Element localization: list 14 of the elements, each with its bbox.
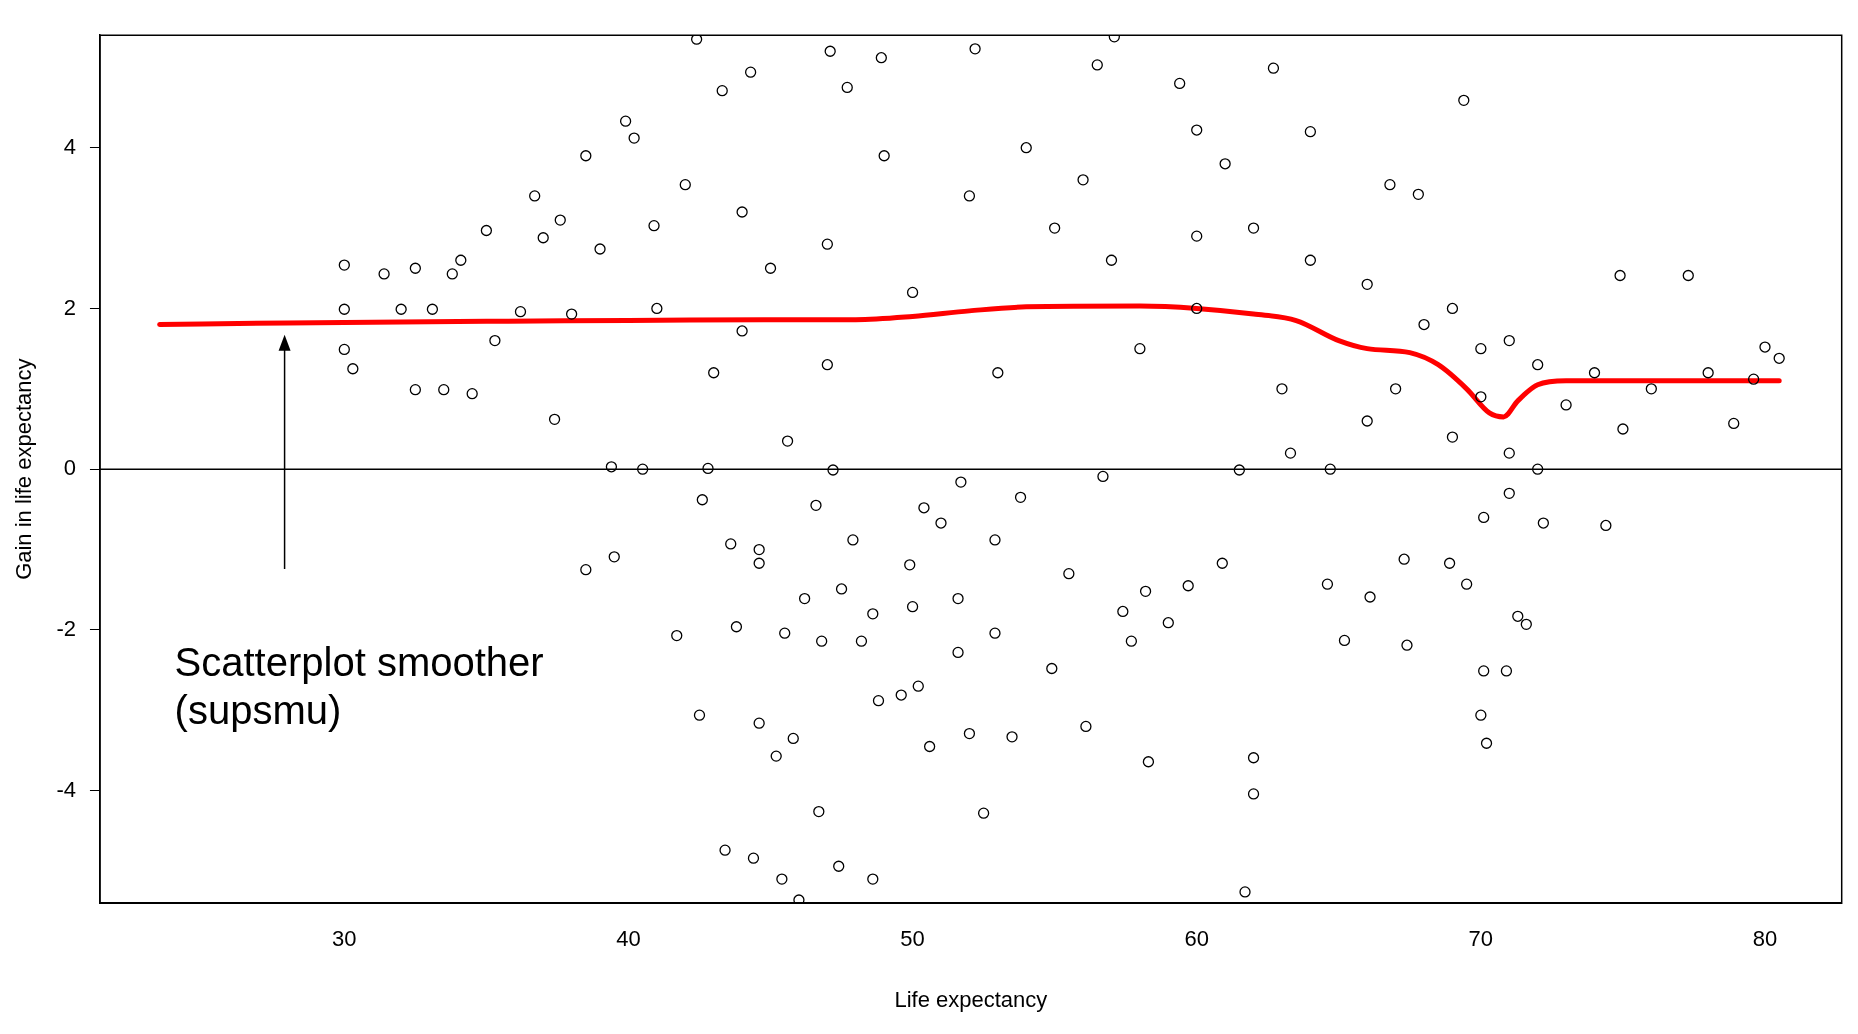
y-axis-title: Gain in life expectancy [11,358,37,580]
x-tick-label: 50 [900,926,925,952]
x-tick-label: 70 [1468,926,1494,952]
y-tick-label: 0 [63,455,76,481]
y-tick-label: 4 [63,133,76,159]
x-tick-label: 60 [1184,926,1209,952]
annotation: Scatterplot smoother (supsmu) [174,639,544,732]
x-tick-label: 40 [616,926,641,952]
y-tick-label: 2 [63,294,76,320]
y-tick-label: -2 [56,616,76,641]
x-axis-title: Life expectancy [894,986,1048,1012]
y-tick-label: -4 [56,776,76,802]
x-tick-label: 80 [1752,926,1778,952]
x-tick-label: 30 [332,926,357,952]
